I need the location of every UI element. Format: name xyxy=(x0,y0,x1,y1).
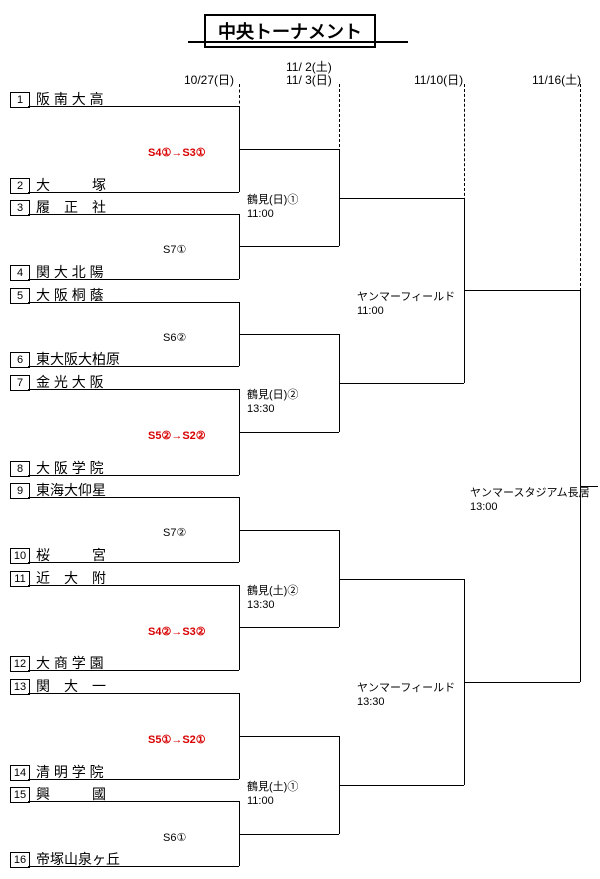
h-r1-0 xyxy=(128,106,239,107)
seed-1: 1 xyxy=(10,92,30,108)
note-red-0: S4①→S3① xyxy=(148,146,206,159)
h-r1-1 xyxy=(128,192,239,193)
h-r1-8 xyxy=(128,497,239,498)
team-under-1 xyxy=(28,106,128,107)
h-r1-10 xyxy=(128,585,239,586)
h-r2in-2 xyxy=(239,334,339,335)
h-r1-6 xyxy=(128,389,239,390)
seed-11: 11 xyxy=(10,571,30,587)
venue-sf-1: ヤンマーフィールド13:30 xyxy=(357,681,455,710)
seed-3: 3 xyxy=(10,200,30,216)
h-r1-13 xyxy=(128,779,239,780)
h-fin-0 xyxy=(464,290,580,291)
seed-15: 15 xyxy=(10,787,30,803)
h-fin-1 xyxy=(464,682,580,683)
team-under-2 xyxy=(28,192,128,193)
seed-2: 2 xyxy=(10,178,30,194)
team-under-7 xyxy=(28,389,128,390)
h-r1-3 xyxy=(128,279,239,280)
venue-final: ヤンマースタジアム長居13:00 xyxy=(470,486,590,515)
h-r2in-6 xyxy=(239,736,339,737)
seed-13: 13 xyxy=(10,679,30,695)
date-sf: 11/10(日) xyxy=(414,71,463,88)
seed-16: 16 xyxy=(10,852,30,868)
h-sfin-2 xyxy=(339,579,464,580)
note-r1-3: S6① xyxy=(163,831,186,845)
seed-5: 5 xyxy=(10,288,30,304)
h-r2in-3 xyxy=(239,432,339,433)
h-sfin-1 xyxy=(339,383,464,384)
seed-6: 6 xyxy=(10,352,30,368)
team-under-9 xyxy=(28,497,128,498)
seed-10: 10 xyxy=(10,548,30,564)
date-r1: 10/27(日) xyxy=(184,71,234,88)
team-under-4 xyxy=(28,279,128,280)
h-r1-2 xyxy=(128,214,239,215)
team-under-12 xyxy=(28,670,128,671)
team-under-5 xyxy=(28,302,128,303)
note-r1-0: S7① xyxy=(163,243,186,257)
venue-r2-3: 鶴見(土)①11:00 xyxy=(247,780,298,809)
title-underline xyxy=(188,41,408,43)
team-under-16 xyxy=(28,866,128,867)
team-under-13 xyxy=(28,693,128,694)
h-r2in-4 xyxy=(239,530,339,531)
note-red-1: S5②→S2② xyxy=(148,429,206,442)
note-r1-2: S7② xyxy=(163,526,186,540)
h-sfin-0 xyxy=(339,198,464,199)
h-r1-15 xyxy=(128,866,239,867)
venue-r2-0: 鶴見(日)①11:00 xyxy=(247,193,298,222)
seed-9: 9 xyxy=(10,483,30,499)
team-under-15 xyxy=(28,801,128,802)
date-r2b: 11/ 3(日) xyxy=(286,71,332,88)
h-r2in-1 xyxy=(239,246,339,247)
team-under-10 xyxy=(28,562,128,563)
h-r1-4 xyxy=(128,302,239,303)
note-red-2: S4②→S3② xyxy=(148,625,206,638)
seed-4: 4 xyxy=(10,265,30,281)
venue-r2-1: 鶴見(日)②13:30 xyxy=(247,388,298,417)
seed-12: 12 xyxy=(10,656,30,672)
note-red-3: S5①→S2① xyxy=(148,733,206,746)
team-under-14 xyxy=(28,779,128,780)
venue-sf-0: ヤンマーフィールド11:00 xyxy=(357,290,455,319)
h-r1-7 xyxy=(128,475,239,476)
team-under-8 xyxy=(28,475,128,476)
seed-8: 8 xyxy=(10,461,30,477)
venue-r2-2: 鶴見(土)②13:30 xyxy=(247,584,298,613)
team-under-3 xyxy=(28,214,128,215)
h-r1-5 xyxy=(128,366,239,367)
h-r1-11 xyxy=(128,670,239,671)
team-under-6 xyxy=(28,366,128,367)
h-r1-9 xyxy=(128,562,239,563)
seed-7: 7 xyxy=(10,375,30,391)
h-r1-12 xyxy=(128,693,239,694)
h-r1-14 xyxy=(128,801,239,802)
h-r2in-7 xyxy=(239,834,339,835)
h-r2in-0 xyxy=(239,149,339,150)
h-r2in-5 xyxy=(239,627,339,628)
team-under-11 xyxy=(28,585,128,586)
note-r1-1: S6② xyxy=(163,331,186,345)
date-f: 11/16(土) xyxy=(532,71,581,88)
h-sfin-3 xyxy=(339,785,464,786)
seed-14: 14 xyxy=(10,765,30,781)
